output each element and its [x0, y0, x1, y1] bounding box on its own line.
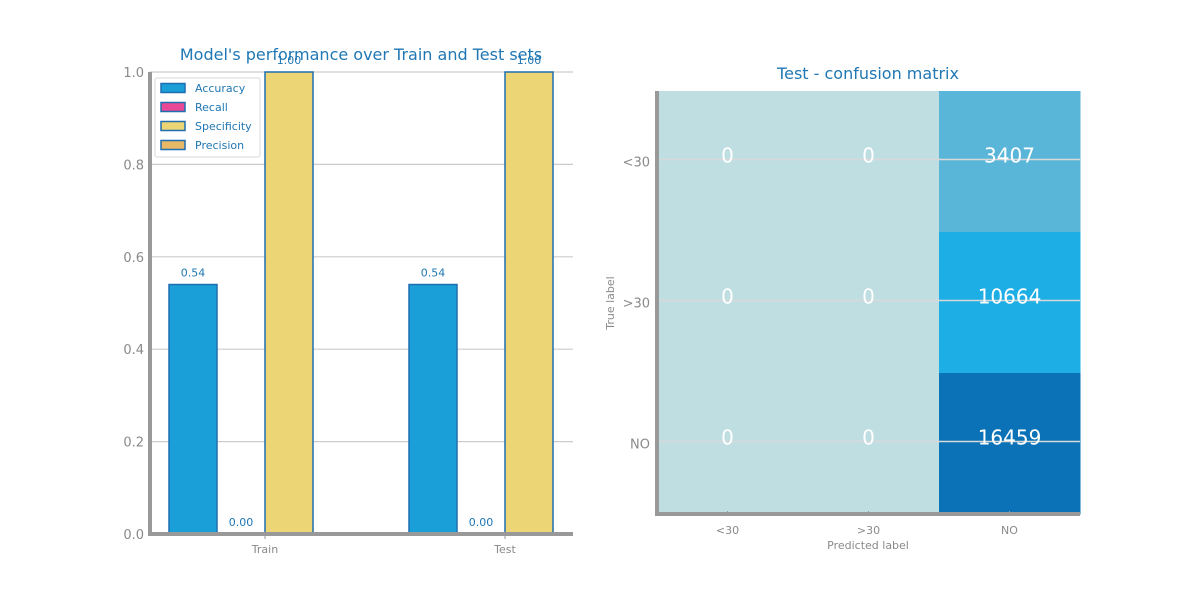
x-tick-label: Train [251, 543, 278, 556]
bar-chart-axes [148, 72, 573, 536]
legend-swatch-precision [160, 139, 186, 151]
y-tick-label: 0.0 [123, 528, 144, 543]
bar-chart-y-ticks: 0.0 0.2 0.4 0.6 0.8 1.0 [123, 66, 144, 543]
confusion-matrix-y-axis-label: True label [604, 276, 617, 330]
legend-swatch-specificity [160, 120, 186, 132]
bar-chart-bars [168, 71, 554, 535]
legend-label-recall: Recall [195, 101, 228, 114]
cm-cell-2-1 [798, 373, 940, 515]
cm-cell-2-0 [657, 373, 799, 515]
bar-data-label: 1.00 [517, 54, 542, 67]
cm-cell-label: 0 [721, 426, 734, 450]
cm-cell-label: 10664 [978, 285, 1042, 309]
y-tick-label: 0.2 [123, 436, 144, 451]
confusion-matrix-x-ticks: <30 >30 NO [716, 511, 1018, 537]
legend-swatch-accuracy [160, 82, 186, 94]
bar-specificity-test [504, 71, 554, 535]
legend-swatch-recall [160, 101, 186, 113]
cm-cell-label: 0 [862, 426, 875, 450]
cm-cell-2-2 [939, 373, 1081, 515]
cm-cell-label: 3407 [984, 144, 1035, 168]
bar-chart: Model's performance over Train and Test … [123, 45, 573, 556]
cm-cell-0-0 [657, 91, 799, 233]
bar-chart-data-labels: 0.54 0.00 1.00 0.54 0.00 1.00 [181, 54, 542, 529]
bar-chart-legend: Accuracy Recall Specificity Precision [154, 77, 261, 158]
cm-cell-0-2 [939, 91, 1081, 233]
confusion-matrix-x-axis-label: Predicted label [827, 539, 909, 552]
y-tick-label: 0.8 [123, 158, 144, 173]
bar-accuracy-train [168, 283, 218, 535]
legend-label-specificity: Specificity [195, 120, 252, 133]
legend-box [154, 77, 261, 158]
y-tick-label: 1.0 [123, 66, 144, 81]
confusion-matrix-y-ticks: <30 >30 NO [623, 156, 650, 453]
cm-cell-label: 0 [862, 285, 875, 309]
confusion-matrix-cell-labels: 0 0 3407 0 0 10664 0 0 16459 [721, 144, 1041, 450]
cm-y-tick-label: NO [630, 438, 650, 453]
cm-x-tick-label: <30 [716, 524, 739, 537]
confusion-matrix-cells [657, 91, 1081, 515]
cm-x-tick-label: >30 [857, 524, 880, 537]
legend-label-precision: Precision [195, 139, 244, 152]
cm-cell-label: 16459 [978, 426, 1042, 450]
cm-y-tick-label: >30 [623, 297, 650, 312]
confusion-matrix-title: Test - confusion matrix [776, 64, 959, 83]
cm-x-tick-label: NO [1001, 524, 1018, 537]
cm-y-tick-label: <30 [623, 156, 650, 171]
confusion-matrix: Test - confusion matrix 0 0 3407 0 0 10664 0 0 1… [604, 64, 1081, 552]
confusion-matrix-grid [657, 158, 1080, 443]
y-tick-label: 0.6 [123, 251, 144, 266]
bar-data-label: 0.54 [181, 267, 206, 280]
cm-cell-1-1 [798, 232, 940, 374]
cm-cell-1-0 [657, 232, 799, 374]
bar-chart-x-ticks: Train Test [251, 534, 517, 556]
bar-chart-grid [150, 71, 573, 443]
y-tick-label: 0.4 [123, 343, 144, 358]
cm-cell-label: 0 [721, 144, 734, 168]
cm-cell-label: 0 [721, 285, 734, 309]
cm-cell-1-2 [939, 232, 1081, 374]
bar-data-label: 1.00 [277, 54, 302, 67]
cm-cell-0-1 [798, 91, 940, 233]
bar-data-label: 0.54 [421, 267, 446, 280]
bar-data-label: 0.00 [229, 516, 254, 529]
bar-data-label: 0.00 [469, 516, 494, 529]
legend-label-accuracy: Accuracy [195, 82, 246, 95]
bar-specificity-train [264, 71, 314, 535]
cm-cell-label: 0 [862, 144, 875, 168]
bar-accuracy-test [408, 283, 458, 535]
x-tick-label: Test [493, 543, 516, 556]
bar-chart-title: Model's performance over Train and Test … [180, 45, 542, 64]
